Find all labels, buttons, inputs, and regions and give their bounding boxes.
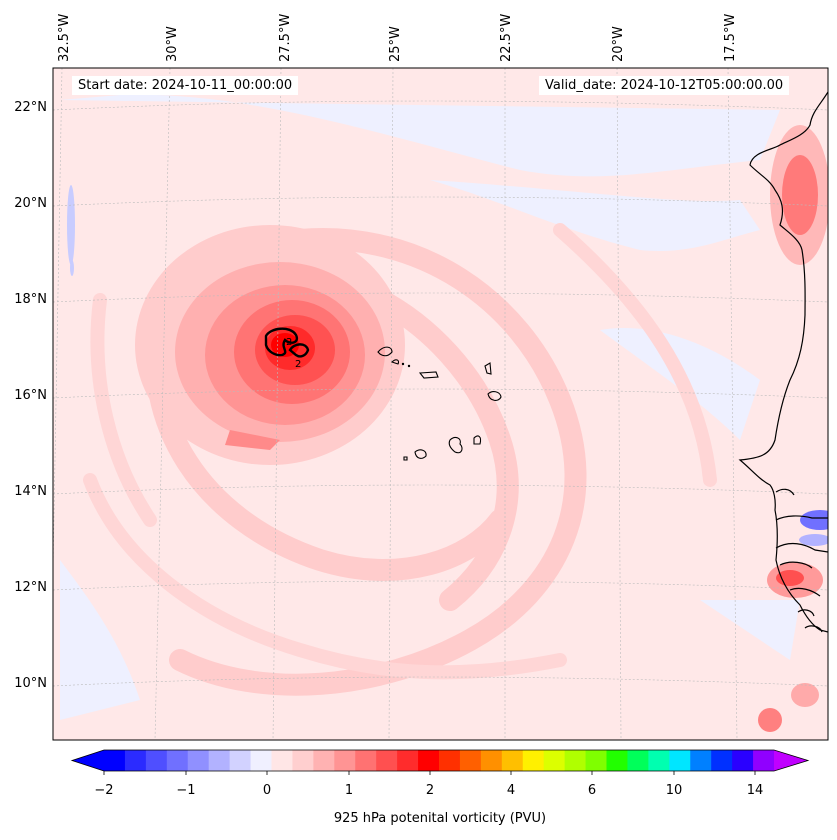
small-island-dots <box>401 362 411 368</box>
colorbar-segment <box>418 750 440 771</box>
colorbar-segment <box>648 750 670 771</box>
colorbar-segment <box>271 750 293 771</box>
map-frame <box>52 67 829 741</box>
colorbar-segment <box>334 750 356 771</box>
colorbar-ticks: −2 −1 0 1 2 4 6 10 14 <box>94 783 763 798</box>
colorbar-segment <box>522 750 545 771</box>
colorbar-segment <box>711 750 733 771</box>
colorbar-segment <box>145 750 168 771</box>
lon-label: 32.5°W <box>57 14 72 62</box>
colorbar-tick-label: 10 <box>666 783 683 798</box>
cape-verde-islands <box>377 346 502 461</box>
colorbar-under-arrow <box>72 750 104 771</box>
colorbar-segment <box>627 750 649 771</box>
colorbar-label: 925 hPa potenital vorticity (PVU) <box>334 811 546 826</box>
contour-label: 2 <box>286 337 292 348</box>
lat-label: 14°N <box>14 484 47 499</box>
lon-label: 30°W <box>165 26 180 62</box>
valid-date-label: Valid_date: 2024-10-12T05:00:00.00 <box>539 76 790 95</box>
colorbar-over-arrow <box>774 750 808 771</box>
colorbar-segment <box>439 750 461 771</box>
lon-label: 20°W <box>611 26 626 62</box>
colorbar-tick-label: 14 <box>747 783 764 798</box>
colorbar-tick-label: 2 <box>426 783 434 798</box>
contour-label: 2 <box>295 359 301 370</box>
pv-2-contour <box>264 327 310 358</box>
colorbar-segment <box>292 750 314 771</box>
map-panel <box>53 68 828 740</box>
colorbar-segment <box>229 750 252 771</box>
colorbar-segment <box>585 750 607 771</box>
colorbar-segment <box>732 750 754 771</box>
colorbar-segment <box>250 750 272 771</box>
colorbar-segment <box>564 750 587 771</box>
lon-label: 27.5°W <box>278 14 293 62</box>
lat-label: 16°N <box>14 388 47 403</box>
colorbar-segment <box>480 750 503 771</box>
lat-label: 18°N <box>14 292 47 307</box>
start-date-label: Start date: 2024-10-11_00:00:00 <box>72 76 299 95</box>
colorbar <box>70 749 810 775</box>
colorbar-tick-label: −2 <box>94 783 113 798</box>
colorbar-segment <box>690 750 712 771</box>
spiral-band-inner <box>83 223 717 680</box>
colorbar-segment <box>124 750 147 771</box>
coastal-pv-spots <box>758 125 828 732</box>
colorbar-segment <box>501 750 524 771</box>
colorbar-segment <box>104 750 126 771</box>
lat-label: 20°N <box>14 196 47 211</box>
colorbar-tick-label: −1 <box>176 783 195 798</box>
lat-label: 10°N <box>14 676 47 691</box>
colorbar-segment <box>397 750 419 771</box>
colorbar-segment <box>313 750 335 771</box>
colorbar-segment <box>753 750 775 771</box>
colorbar-tick-label: 6 <box>588 783 596 798</box>
colorbar-segment <box>208 750 231 771</box>
colorbar-tick-label: 4 <box>507 783 515 798</box>
lat-label: 22°N <box>14 100 47 115</box>
african-coastline <box>738 91 828 633</box>
lon-label: 22.5°W <box>499 14 514 62</box>
cyclone-core <box>135 225 405 465</box>
lon-label: 25°W <box>388 26 403 62</box>
lat-label: 12°N <box>14 580 47 595</box>
colorbar-segment <box>166 750 189 771</box>
colorbar-segment <box>355 750 377 771</box>
colorbar-tick-label: 0 <box>263 783 271 798</box>
lon-label: 17.5°W <box>723 14 738 62</box>
colorbar-segment <box>669 750 691 771</box>
colorbar-segment <box>606 750 628 771</box>
colorbar-segment <box>376 750 398 771</box>
colorbar-segment <box>187 750 210 771</box>
graticule <box>53 68 828 740</box>
colorbar-tick-label: 1 <box>345 783 353 798</box>
colorbar-segment <box>543 750 566 771</box>
colorbar-segment <box>459 750 482 771</box>
